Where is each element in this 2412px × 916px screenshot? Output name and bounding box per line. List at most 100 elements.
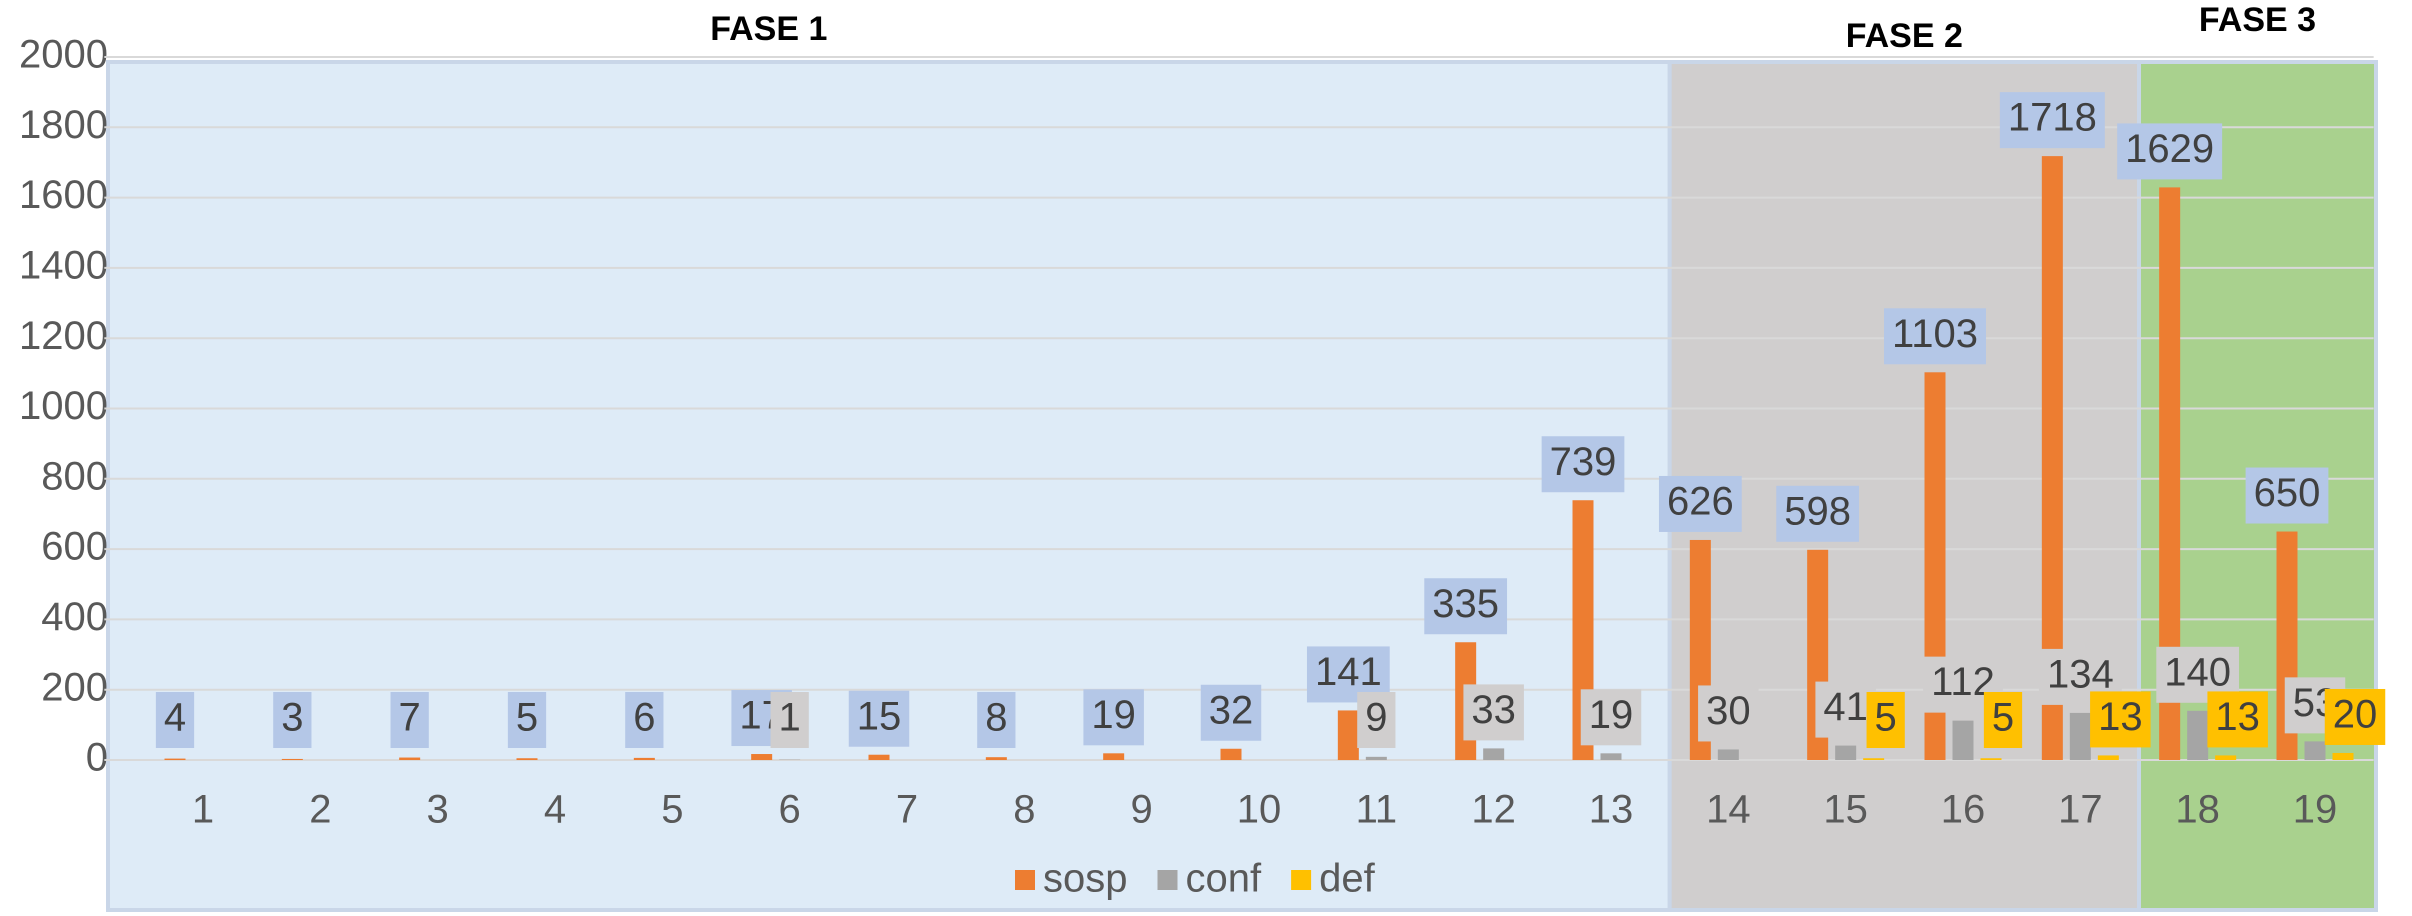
bar — [2159, 187, 2181, 760]
data-label-box — [2117, 123, 2223, 180]
legend-label: sosp — [1043, 857, 1128, 901]
data-label: 1 — [779, 696, 801, 740]
x-tick-label: 2 — [309, 788, 331, 832]
bar — [751, 754, 773, 760]
data-label: 33 — [1471, 688, 1516, 732]
data-label-box — [1083, 689, 1144, 746]
data-label-box — [273, 692, 312, 748]
bar — [2215, 755, 2237, 760]
data-label: 19 — [1091, 693, 1136, 737]
bar — [164, 758, 186, 760]
data-label-box — [390, 692, 429, 748]
data-label-box — [1815, 681, 1876, 738]
data-label: 7 — [399, 696, 421, 740]
data-label: 13 — [2098, 695, 2143, 739]
bar — [516, 758, 538, 760]
data-label: 6 — [633, 696, 655, 740]
data-label: 335 — [1432, 582, 1499, 626]
y-tick-label: 0 — [86, 736, 108, 780]
x-tick-label: 6 — [779, 788, 801, 832]
x-tick-label: 17 — [2058, 788, 2103, 832]
legend-swatch — [1157, 870, 1178, 890]
x-tick-label: 13 — [1589, 788, 1634, 832]
data-label-box — [977, 692, 1016, 748]
data-label-box — [1983, 692, 2023, 748]
data-label-box — [1776, 485, 1860, 542]
bar — [1103, 753, 1125, 760]
data-label-box — [1541, 436, 1625, 493]
data-label-box — [507, 692, 547, 748]
legend-label: conf — [1186, 857, 1262, 901]
bar — [2097, 755, 2119, 760]
x-tick-label: 9 — [1131, 788, 1153, 832]
data-label: 739 — [1550, 440, 1617, 484]
bar — [2332, 752, 2354, 760]
x-tick-label: 11 — [1356, 788, 1398, 832]
bar — [2187, 710, 2209, 760]
data-label: 5 — [1875, 696, 1897, 740]
x-tick-label: 12 — [1471, 788, 1516, 832]
x-tick-label: 4 — [544, 788, 566, 832]
bar — [281, 758, 303, 760]
data-label: 15 — [857, 694, 902, 738]
bar — [1600, 753, 1622, 760]
data-label: 5 — [1992, 696, 2014, 740]
data-label-box — [1883, 308, 1987, 365]
bar — [1483, 748, 1505, 760]
bar — [1863, 758, 1885, 760]
phase-label: FASE 2 — [1846, 17, 1963, 55]
bar — [2041, 156, 2063, 761]
legend-swatch — [1291, 870, 1312, 890]
data-label-box — [1999, 92, 2105, 149]
y-tick-label: 1600 — [19, 173, 108, 217]
data-label-box — [1463, 684, 1524, 741]
data-label: 32 — [1209, 688, 1254, 732]
phase-label: FASE 3 — [2199, 1, 2316, 39]
data-label: 598 — [1784, 489, 1851, 533]
data-label: 13 — [2215, 695, 2260, 739]
data-label: 5 — [516, 696, 538, 740]
y-tick-label: 200 — [41, 665, 108, 709]
bar — [1835, 745, 1857, 760]
data-label-box — [155, 692, 195, 748]
bar — [2069, 712, 2091, 760]
data-label: 3 — [281, 696, 303, 740]
data-label-box — [770, 692, 809, 748]
bar — [985, 757, 1007, 760]
y-tick-label: 1800 — [19, 103, 108, 147]
x-tick-label: 3 — [427, 788, 449, 832]
data-label: 9 — [1365, 696, 1387, 740]
bar — [1337, 710, 1359, 760]
bar — [399, 757, 421, 760]
data-label: 650 — [2254, 471, 2321, 515]
x-tick-label: 19 — [2293, 788, 2338, 832]
data-label-box — [1357, 692, 1396, 748]
data-label: 626 — [1667, 480, 1734, 524]
x-tick-label: 15 — [1823, 788, 1868, 832]
y-tick-label: 600 — [41, 525, 108, 569]
data-label: 140 — [2164, 650, 2231, 694]
data-label-box — [2090, 691, 2151, 748]
data-label: 1629 — [2125, 127, 2214, 171]
y-tick-label: 400 — [41, 595, 108, 639]
data-label: 134 — [2047, 652, 2114, 696]
data-label: 4 — [164, 696, 186, 740]
bar — [1365, 756, 1387, 760]
data-label: 141 — [1315, 650, 1382, 694]
y-tick-label: 800 — [41, 454, 108, 498]
data-label-box — [1424, 578, 1508, 635]
data-label-box — [2324, 688, 2386, 745]
x-tick-label: 1 — [192, 788, 214, 832]
x-tick-label: 18 — [2175, 788, 2220, 832]
y-tick-label: 2000 — [19, 33, 108, 77]
x-tick-label: 7 — [896, 788, 918, 832]
y-tick-label: 1400 — [19, 243, 108, 287]
legend-swatch — [1015, 870, 1035, 890]
data-label-box — [1580, 689, 1642, 746]
y-tick-label: 1000 — [19, 384, 108, 428]
data-label: 20 — [2333, 693, 2378, 737]
data-label: 30 — [1706, 689, 1751, 733]
data-label: 41 — [1823, 685, 1868, 729]
data-label: 1103 — [1892, 312, 1978, 356]
